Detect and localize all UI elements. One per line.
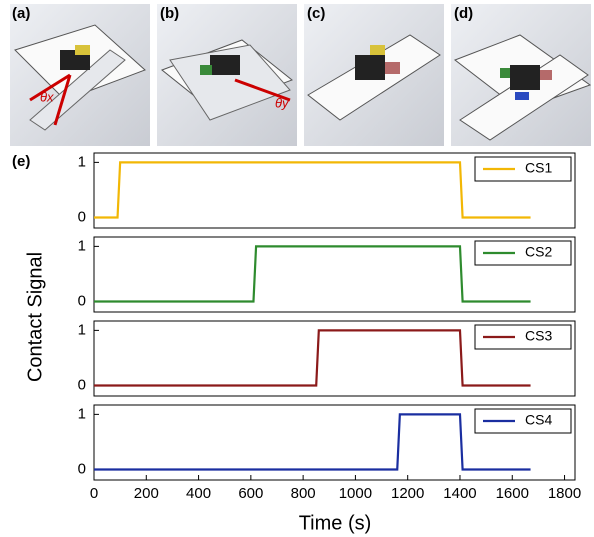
plot-frame <box>93 320 576 397</box>
plot-frame <box>93 404 576 481</box>
legend-label: CS3 <box>525 328 552 344</box>
plot-frame <box>93 152 576 229</box>
signal-line <box>94 245 531 303</box>
arrow <box>53 74 72 126</box>
x-tick-label: 1200 <box>391 485 424 502</box>
signal-line <box>94 161 531 219</box>
arrow <box>29 73 71 102</box>
x-tick-label: 400 <box>186 485 211 502</box>
sensor <box>75 45 90 55</box>
sensor <box>500 68 510 78</box>
plot-frame <box>93 236 576 313</box>
sensor <box>385 62 400 74</box>
x-tick-label: 800 <box>291 485 316 502</box>
signal-line <box>94 329 531 387</box>
sensor <box>370 45 385 55</box>
panel-label: (b) <box>160 5 179 22</box>
photos: (a) (b) (c) (d) (e) θx θy <box>10 4 592 170</box>
sensor <box>355 55 385 80</box>
panel-label: (c) <box>307 5 325 22</box>
plate <box>169 44 291 121</box>
sensor <box>200 65 212 75</box>
sensor <box>210 55 240 75</box>
x-axis-label: Time (s) <box>299 512 372 534</box>
y-tick-label: 1 <box>78 237 86 254</box>
annotation: θy <box>275 95 290 110</box>
x-tick-label: 600 <box>238 485 263 502</box>
y-tick-label: 0 <box>78 208 86 225</box>
x-tick-label: 200 <box>134 485 159 502</box>
y-tick-label: 1 <box>78 321 86 338</box>
panel-label: (d) <box>454 5 473 22</box>
panel-label: (a) <box>12 5 30 22</box>
x-tick-label: 1600 <box>496 485 529 502</box>
x-tick-label: 1400 <box>443 485 476 502</box>
sensor <box>540 70 552 80</box>
x-tick-label: 1800 <box>548 485 581 502</box>
arrow <box>234 78 291 102</box>
legend-label: CS1 <box>525 160 552 176</box>
sensor <box>510 65 540 90</box>
legend-label: CS4 <box>525 412 552 428</box>
x-tick-label: 1000 <box>339 485 372 502</box>
legend-label: CS2 <box>525 244 552 260</box>
plate <box>29 49 126 131</box>
sensor <box>515 92 529 100</box>
y-tick-label: 1 <box>78 153 86 170</box>
annotation: θx <box>40 89 54 104</box>
legend-box <box>474 156 572 182</box>
y-tick-label: 0 <box>78 292 86 309</box>
y-axis-label: Contact Signal <box>24 252 46 382</box>
y-tick-label: 0 <box>78 460 86 477</box>
y-tick-label: 0 <box>78 376 86 393</box>
panel-label: (e) <box>12 153 30 170</box>
x-tick-label: 0 <box>90 485 98 502</box>
y-tick-label: 1 <box>78 405 86 422</box>
signal-line <box>94 413 531 471</box>
